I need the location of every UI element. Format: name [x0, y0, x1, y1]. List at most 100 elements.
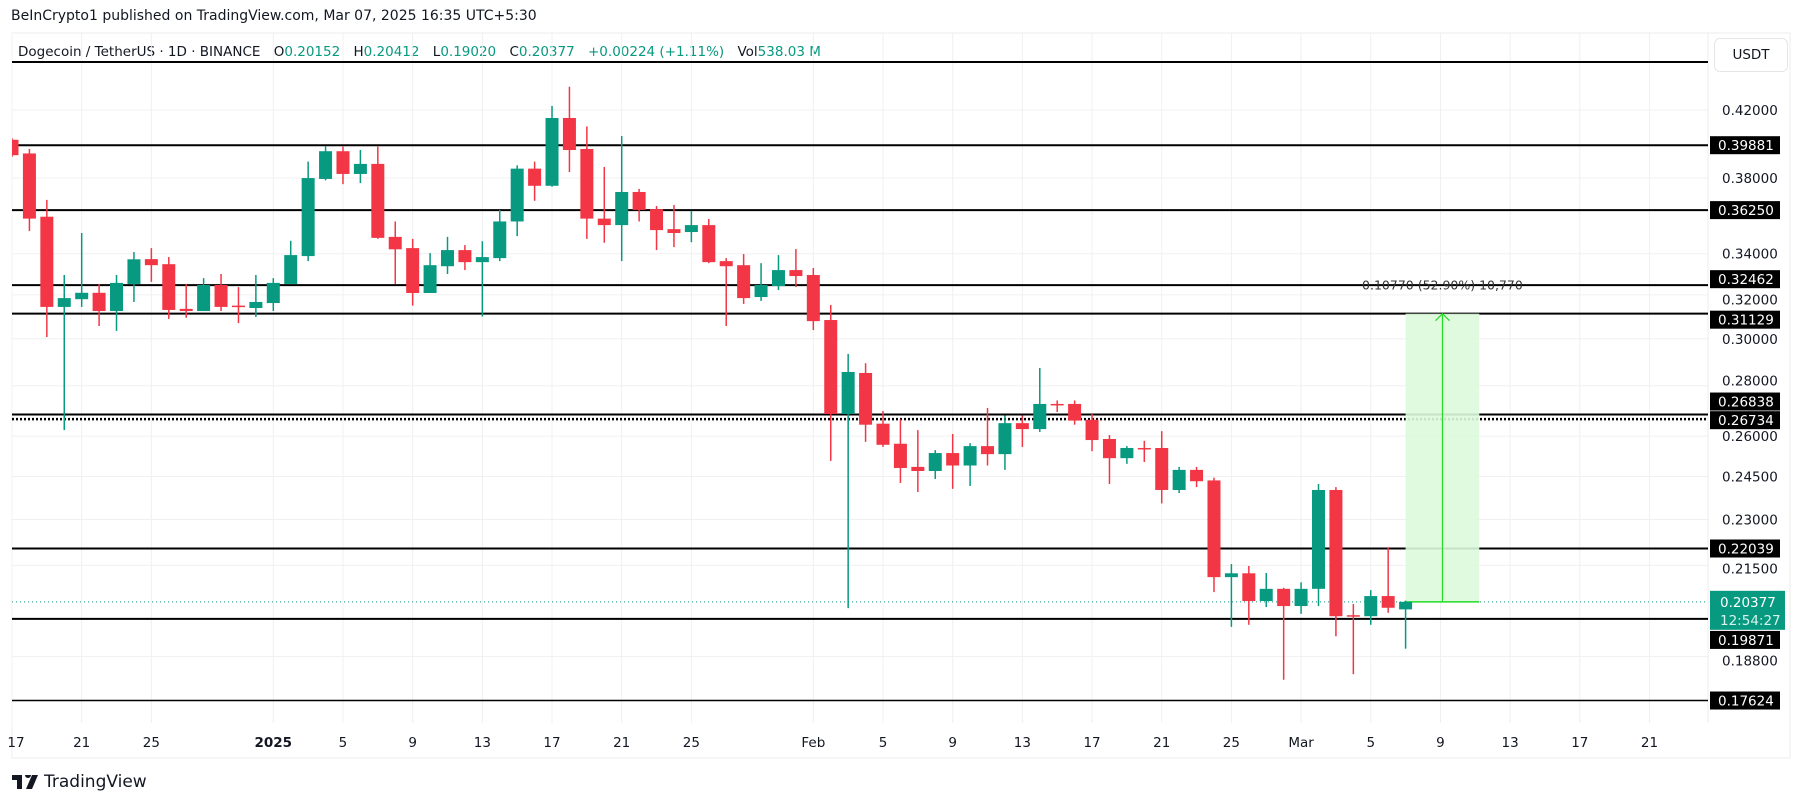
candle-body — [40, 216, 54, 307]
candle-body — [1242, 573, 1256, 602]
time-tick-label: 21 — [1641, 735, 1658, 751]
candle-body — [1015, 423, 1029, 430]
last-price-tag — [1710, 590, 1785, 630]
level-price-tag — [1710, 539, 1780, 558]
candle-body — [771, 270, 785, 287]
candle-body — [197, 285, 211, 312]
candle-body — [911, 466, 925, 471]
time-tick-label: 25 — [143, 735, 160, 751]
time-tick-label: Mar — [1288, 735, 1314, 751]
time-tick-label: 17 — [7, 735, 24, 751]
currency-button[interactable]: USDT — [1714, 38, 1788, 72]
candle-body — [841, 372, 855, 414]
high-value: 0.20412 — [363, 44, 420, 60]
high-label: H — [353, 44, 364, 60]
measure-arrow-head-icon — [1435, 312, 1450, 322]
tradingview-logo[interactable]: TradingView — [12, 772, 147, 792]
price-axis[interactable]: 0.42000 0.38000 0.34000 0.32000 0.30000 0.280… — [1710, 103, 1785, 710]
candle-body — [301, 178, 315, 257]
bar-countdown: 12:54:27 — [1720, 613, 1781, 629]
candle-body — [859, 372, 873, 425]
level-price-tag — [1710, 310, 1780, 329]
last-price-label: 0.20377 — [1720, 595, 1776, 611]
level-price-label: 0.26838 — [1718, 395, 1774, 411]
candle-body — [1329, 489, 1343, 617]
time-tick-label: Feb — [801, 735, 825, 751]
level-price-tag — [1710, 201, 1780, 220]
candle-body — [806, 275, 820, 322]
candle-body — [284, 255, 298, 284]
level-price-label: 0.22039 — [1718, 542, 1774, 558]
candle-body — [388, 236, 402, 250]
candle-body — [1224, 573, 1238, 578]
price-range-measure[interactable]: 0.10770 (52.90%) 10,770 — [1362, 278, 1523, 603]
candle-body — [249, 301, 263, 309]
open-label: O — [273, 44, 285, 60]
measure-label: 0.10770 (52.90%) 10,770 — [1362, 278, 1523, 293]
price-tick-label: 0.42000 — [1722, 103, 1778, 119]
time-tick-label: 21 — [1153, 735, 1170, 751]
time-tick-label: 13 — [474, 735, 491, 751]
low-label: L — [432, 44, 441, 60]
candle-body — [789, 270, 803, 277]
time-tick-label: 17 — [543, 735, 560, 751]
candle-body — [1207, 480, 1221, 578]
candle-body — [179, 308, 193, 312]
candle-body — [1172, 469, 1186, 490]
time-tick-label: 5 — [1366, 735, 1375, 751]
candle-body — [319, 151, 333, 179]
symbol-title[interactable]: Dogecoin / TetherUS · 1D · BINANCE — [18, 44, 261, 60]
time-tick-label: 21 — [613, 735, 630, 751]
publish-info: BeInCrypto1 published on TradingView.com… — [11, 8, 537, 24]
candle-body — [493, 221, 507, 259]
candle-body — [946, 453, 960, 466]
candle-body — [406, 248, 420, 294]
price-tick-label: 0.21500 — [1722, 561, 1778, 577]
price-tick-label: 0.26000 — [1722, 429, 1778, 445]
candle-body — [597, 218, 611, 226]
candle-body — [580, 148, 594, 219]
candle-body — [57, 298, 71, 307]
candle-body — [632, 191, 646, 210]
time-tick-label: 9 — [408, 735, 417, 751]
candle-body — [998, 423, 1012, 455]
time-tick-label: 9 — [948, 735, 957, 751]
candle-body — [458, 250, 472, 263]
candle-body — [475, 257, 489, 263]
candle-body — [981, 446, 995, 455]
time-tick-label: 5 — [339, 735, 348, 751]
time-tick-label: 13 — [1502, 735, 1519, 751]
price-tick-label: 0.18800 — [1722, 654, 1778, 670]
level-price-label: 0.17624 — [1718, 694, 1774, 710]
candle-body — [737, 265, 751, 299]
level-price-label: 0.39881 — [1718, 138, 1774, 154]
level-price-tag — [1710, 270, 1780, 289]
price-tick-label: 0.34000 — [1722, 247, 1778, 263]
level-price-label: 0.32462 — [1718, 272, 1774, 288]
level-price-tag — [1710, 691, 1780, 710]
candle-body — [963, 446, 977, 466]
candle-body — [754, 285, 768, 298]
time-axis[interactable]: 17 21 25 2025 5 9 13 17 21 25 Feb 5 9 13 17 21 25 Mar 5 9 13… — [7, 735, 1658, 751]
time-tick-label: 5 — [879, 735, 888, 751]
candle-body — [876, 423, 890, 445]
candle-body — [214, 285, 228, 307]
candle-body — [1294, 588, 1308, 607]
candle-body — [1381, 596, 1395, 608]
candle-body — [336, 151, 350, 174]
candle-body — [1137, 447, 1151, 450]
close-value: 0.20377 — [518, 44, 575, 60]
candle-body — [667, 229, 681, 234]
time-tick-label: 13 — [1014, 735, 1031, 751]
level-price-tag — [1710, 630, 1780, 649]
candle-body — [22, 153, 36, 219]
candle-body — [144, 259, 158, 266]
candle-body — [1364, 596, 1378, 617]
close-label: C — [509, 44, 519, 60]
candle-body — [893, 443, 907, 468]
candle-body — [545, 117, 559, 186]
candle-body — [684, 225, 698, 233]
price-tick-label: 0.32000 — [1722, 292, 1778, 308]
candle-body — [528, 168, 542, 186]
